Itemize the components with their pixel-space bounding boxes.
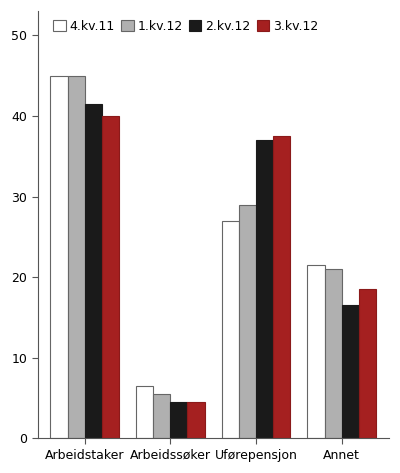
Bar [85,104,102,438]
Bar [342,306,359,438]
Bar [50,76,68,438]
Legend: 4.kv.11, 1.kv.12, 2.kv.12, 3.kv.12: 4.kv.11, 1.kv.12, 2.kv.12, 3.kv.12 [51,18,320,35]
Bar [308,265,325,438]
Bar [273,136,290,438]
Bar [153,394,170,438]
Bar [256,140,273,438]
Bar [170,402,188,438]
Bar [68,76,85,438]
Bar [136,386,153,438]
Bar [325,269,342,438]
Bar [239,205,256,438]
Bar [188,402,205,438]
Bar [102,116,119,438]
Bar [222,221,239,438]
Bar [359,289,376,438]
